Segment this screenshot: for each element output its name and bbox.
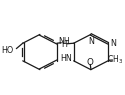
Text: HO: HO: [1, 46, 13, 55]
Text: H: H: [62, 40, 67, 49]
Text: N: N: [110, 39, 116, 48]
Text: HN: HN: [60, 54, 72, 63]
Text: CH$_3$: CH$_3$: [107, 54, 123, 66]
Text: N: N: [88, 37, 94, 46]
Text: O: O: [87, 58, 94, 67]
Text: NH: NH: [59, 37, 70, 46]
